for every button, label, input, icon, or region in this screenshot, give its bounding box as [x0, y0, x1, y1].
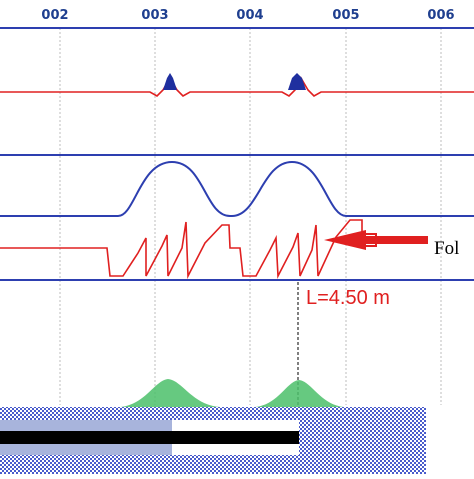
- peak-marker-2: [288, 73, 306, 90]
- tick-label-003: 003: [141, 8, 168, 23]
- tick-label-002: 002: [41, 8, 68, 23]
- tick-label-006: 006: [427, 8, 454, 23]
- peak-track: [0, 73, 474, 97]
- arrow-cap: [361, 233, 377, 247]
- peak-track-line: [0, 76, 474, 97]
- length-label: L=4.50 m: [306, 287, 390, 309]
- arrow-head: [324, 230, 366, 250]
- arrow-label: Fol: [434, 238, 459, 259]
- feed-arrow: Fol: [324, 230, 459, 259]
- arrow-shaft: [366, 236, 428, 244]
- peak-marker-1: [163, 73, 177, 90]
- tick-labels: 002 003 004 005 006: [41, 8, 454, 23]
- green-peaks: [120, 379, 344, 407]
- sawtooth-line: [0, 219, 363, 280]
- sawtooth-track: [0, 219, 474, 281]
- green-peak-1: [120, 379, 220, 407]
- green-peak-2: [255, 380, 344, 407]
- black-progress-bar: [0, 431, 299, 444]
- tick-label-004: 004: [236, 8, 263, 23]
- tick-label-005: 005: [332, 8, 359, 23]
- double-hump-curve: [0, 160, 474, 217]
- bottom-bar: [0, 407, 426, 474]
